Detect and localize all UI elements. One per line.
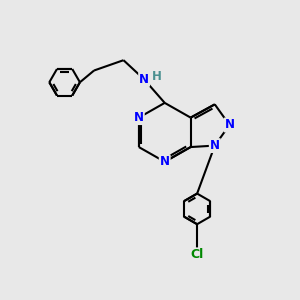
- Text: N: N: [139, 73, 149, 86]
- Text: N: N: [224, 118, 235, 131]
- Text: H: H: [152, 70, 161, 83]
- Text: N: N: [160, 155, 170, 168]
- Text: N: N: [210, 139, 220, 152]
- Text: Cl: Cl: [190, 248, 204, 261]
- Text: N: N: [134, 111, 144, 124]
